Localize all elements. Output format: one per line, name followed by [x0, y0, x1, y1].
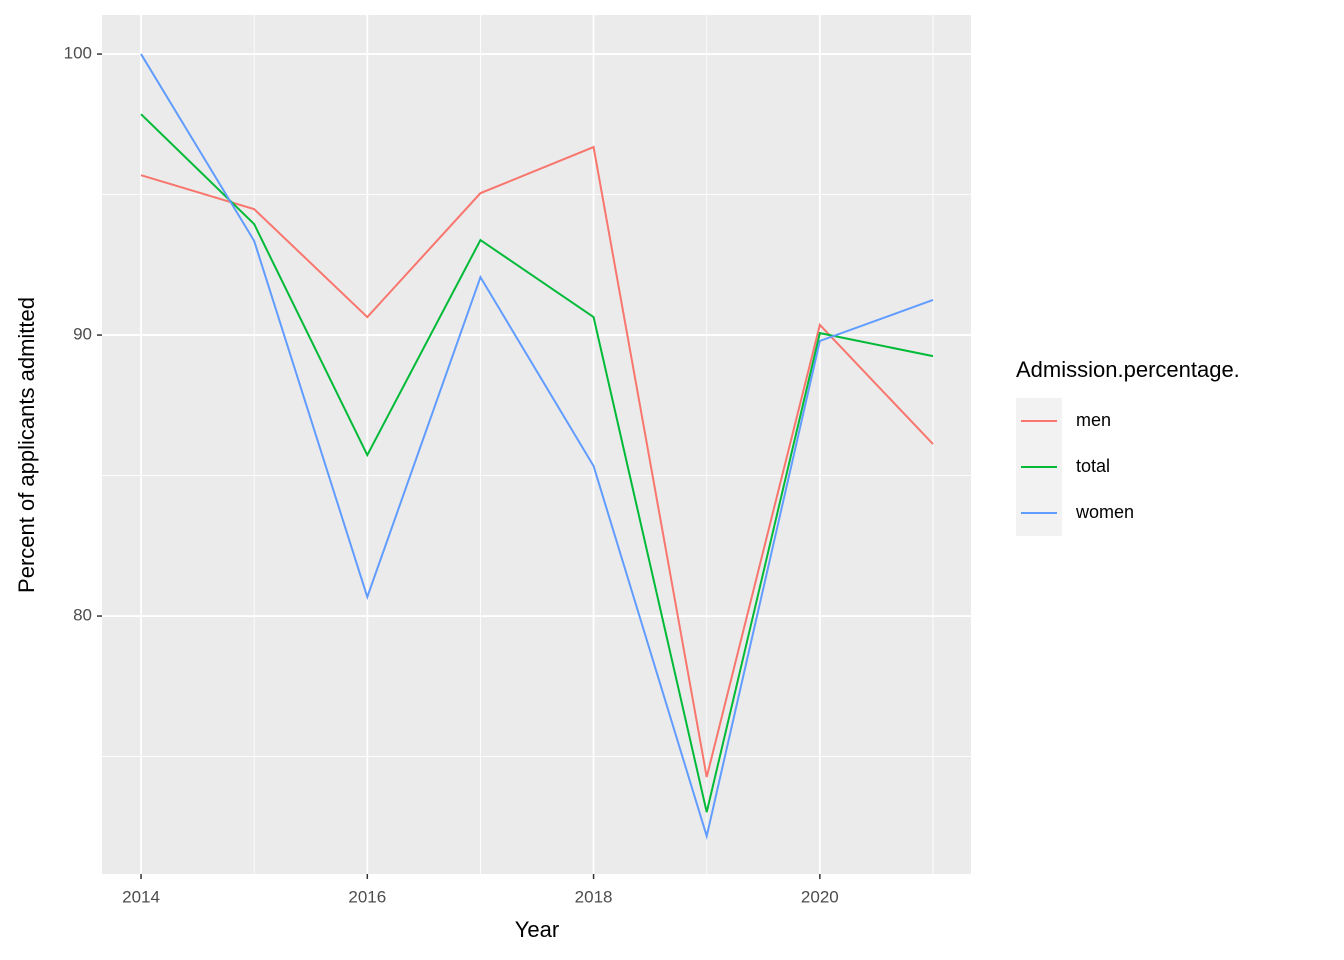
- x-axis-title: Year: [515, 917, 559, 942]
- series-line: [140, 145, 934, 778]
- x-tick-label: 2016: [348, 887, 386, 906]
- x-tick-label: 2018: [575, 887, 613, 906]
- series-line: [140, 53, 934, 840]
- legend: men total women: [1016, 398, 1134, 536]
- panel: [102, 15, 971, 874]
- series-line: [140, 113, 934, 813]
- y-axis-title: Percent of applicants admitted: [14, 297, 39, 593]
- grid: [102, 15, 971, 874]
- y-tick-label: 90: [73, 325, 92, 344]
- legend-label: men: [1076, 410, 1111, 430]
- y-tick-label: 100: [64, 44, 92, 63]
- legend-title: Admission.percentage.: [1016, 357, 1240, 382]
- legend-label: total: [1076, 456, 1110, 476]
- legend-label: women: [1075, 502, 1134, 522]
- y-tick-label: 80: [73, 606, 92, 625]
- x-tick-label: 2014: [122, 887, 160, 906]
- x-tick-label: 2020: [801, 887, 839, 906]
- lines: [140, 53, 934, 840]
